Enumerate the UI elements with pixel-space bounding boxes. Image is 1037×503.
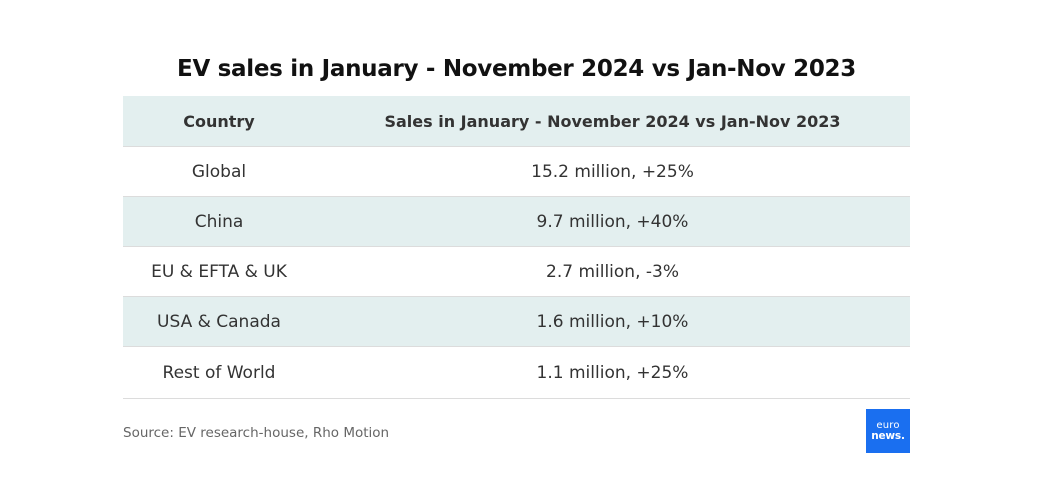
- cell-sales: 2.7 million, -3%: [546, 261, 679, 282]
- table-row: Global 15.2 million, +25%: [123, 147, 910, 197]
- cell-country: China: [194, 211, 244, 232]
- cell-country: Global: [191, 161, 247, 182]
- table-row: EU & EFTA & UK 2.7 million, -3%: [123, 247, 910, 297]
- cell-country: USA & Canada: [157, 311, 281, 332]
- cell-country: Rest of World: [162, 362, 276, 383]
- cell-sales: 9.7 million, +40%: [536, 211, 689, 232]
- header-country: Country: [183, 111, 255, 131]
- logo-line-2: news.: [871, 430, 905, 442]
- table-row: China 9.7 million, +40%: [123, 197, 910, 247]
- cell-sales: 15.2 million, +25%: [531, 161, 694, 182]
- euronews-logo[interactable]: euro news.: [866, 409, 910, 453]
- table-header-row: Country Sales in January - November 2024…: [123, 96, 910, 147]
- header-sales: Sales in January - November 2024 vs Jan-…: [384, 111, 841, 131]
- table-row: USA & Canada 1.6 million, +10%: [123, 297, 910, 347]
- cell-country: EU & EFTA & UK: [151, 261, 287, 282]
- source-note: Source: EV research-house, Rho Motion: [123, 425, 390, 441]
- table-row: Rest of World 1.1 million, +25%: [123, 347, 910, 399]
- cell-sales: 1.6 million, +10%: [536, 311, 689, 332]
- sales-table: Country Sales in January - November 2024…: [123, 96, 910, 399]
- cell-sales: 1.1 million, +25%: [536, 362, 689, 383]
- logo-line-1: euro: [876, 420, 900, 431]
- chart-title: EV sales in January - November 2024 vs J…: [177, 56, 856, 82]
